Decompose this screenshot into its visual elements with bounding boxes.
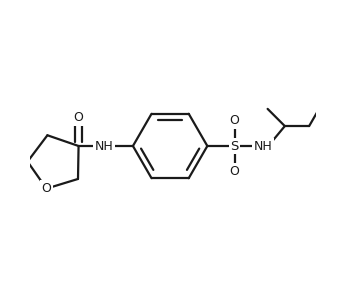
Text: O: O [230, 165, 239, 178]
Text: O: O [74, 111, 83, 124]
Text: O: O [42, 182, 52, 195]
Text: S: S [230, 140, 239, 152]
Text: O: O [230, 114, 239, 127]
Text: NH: NH [254, 140, 273, 152]
Text: NH: NH [95, 140, 113, 152]
